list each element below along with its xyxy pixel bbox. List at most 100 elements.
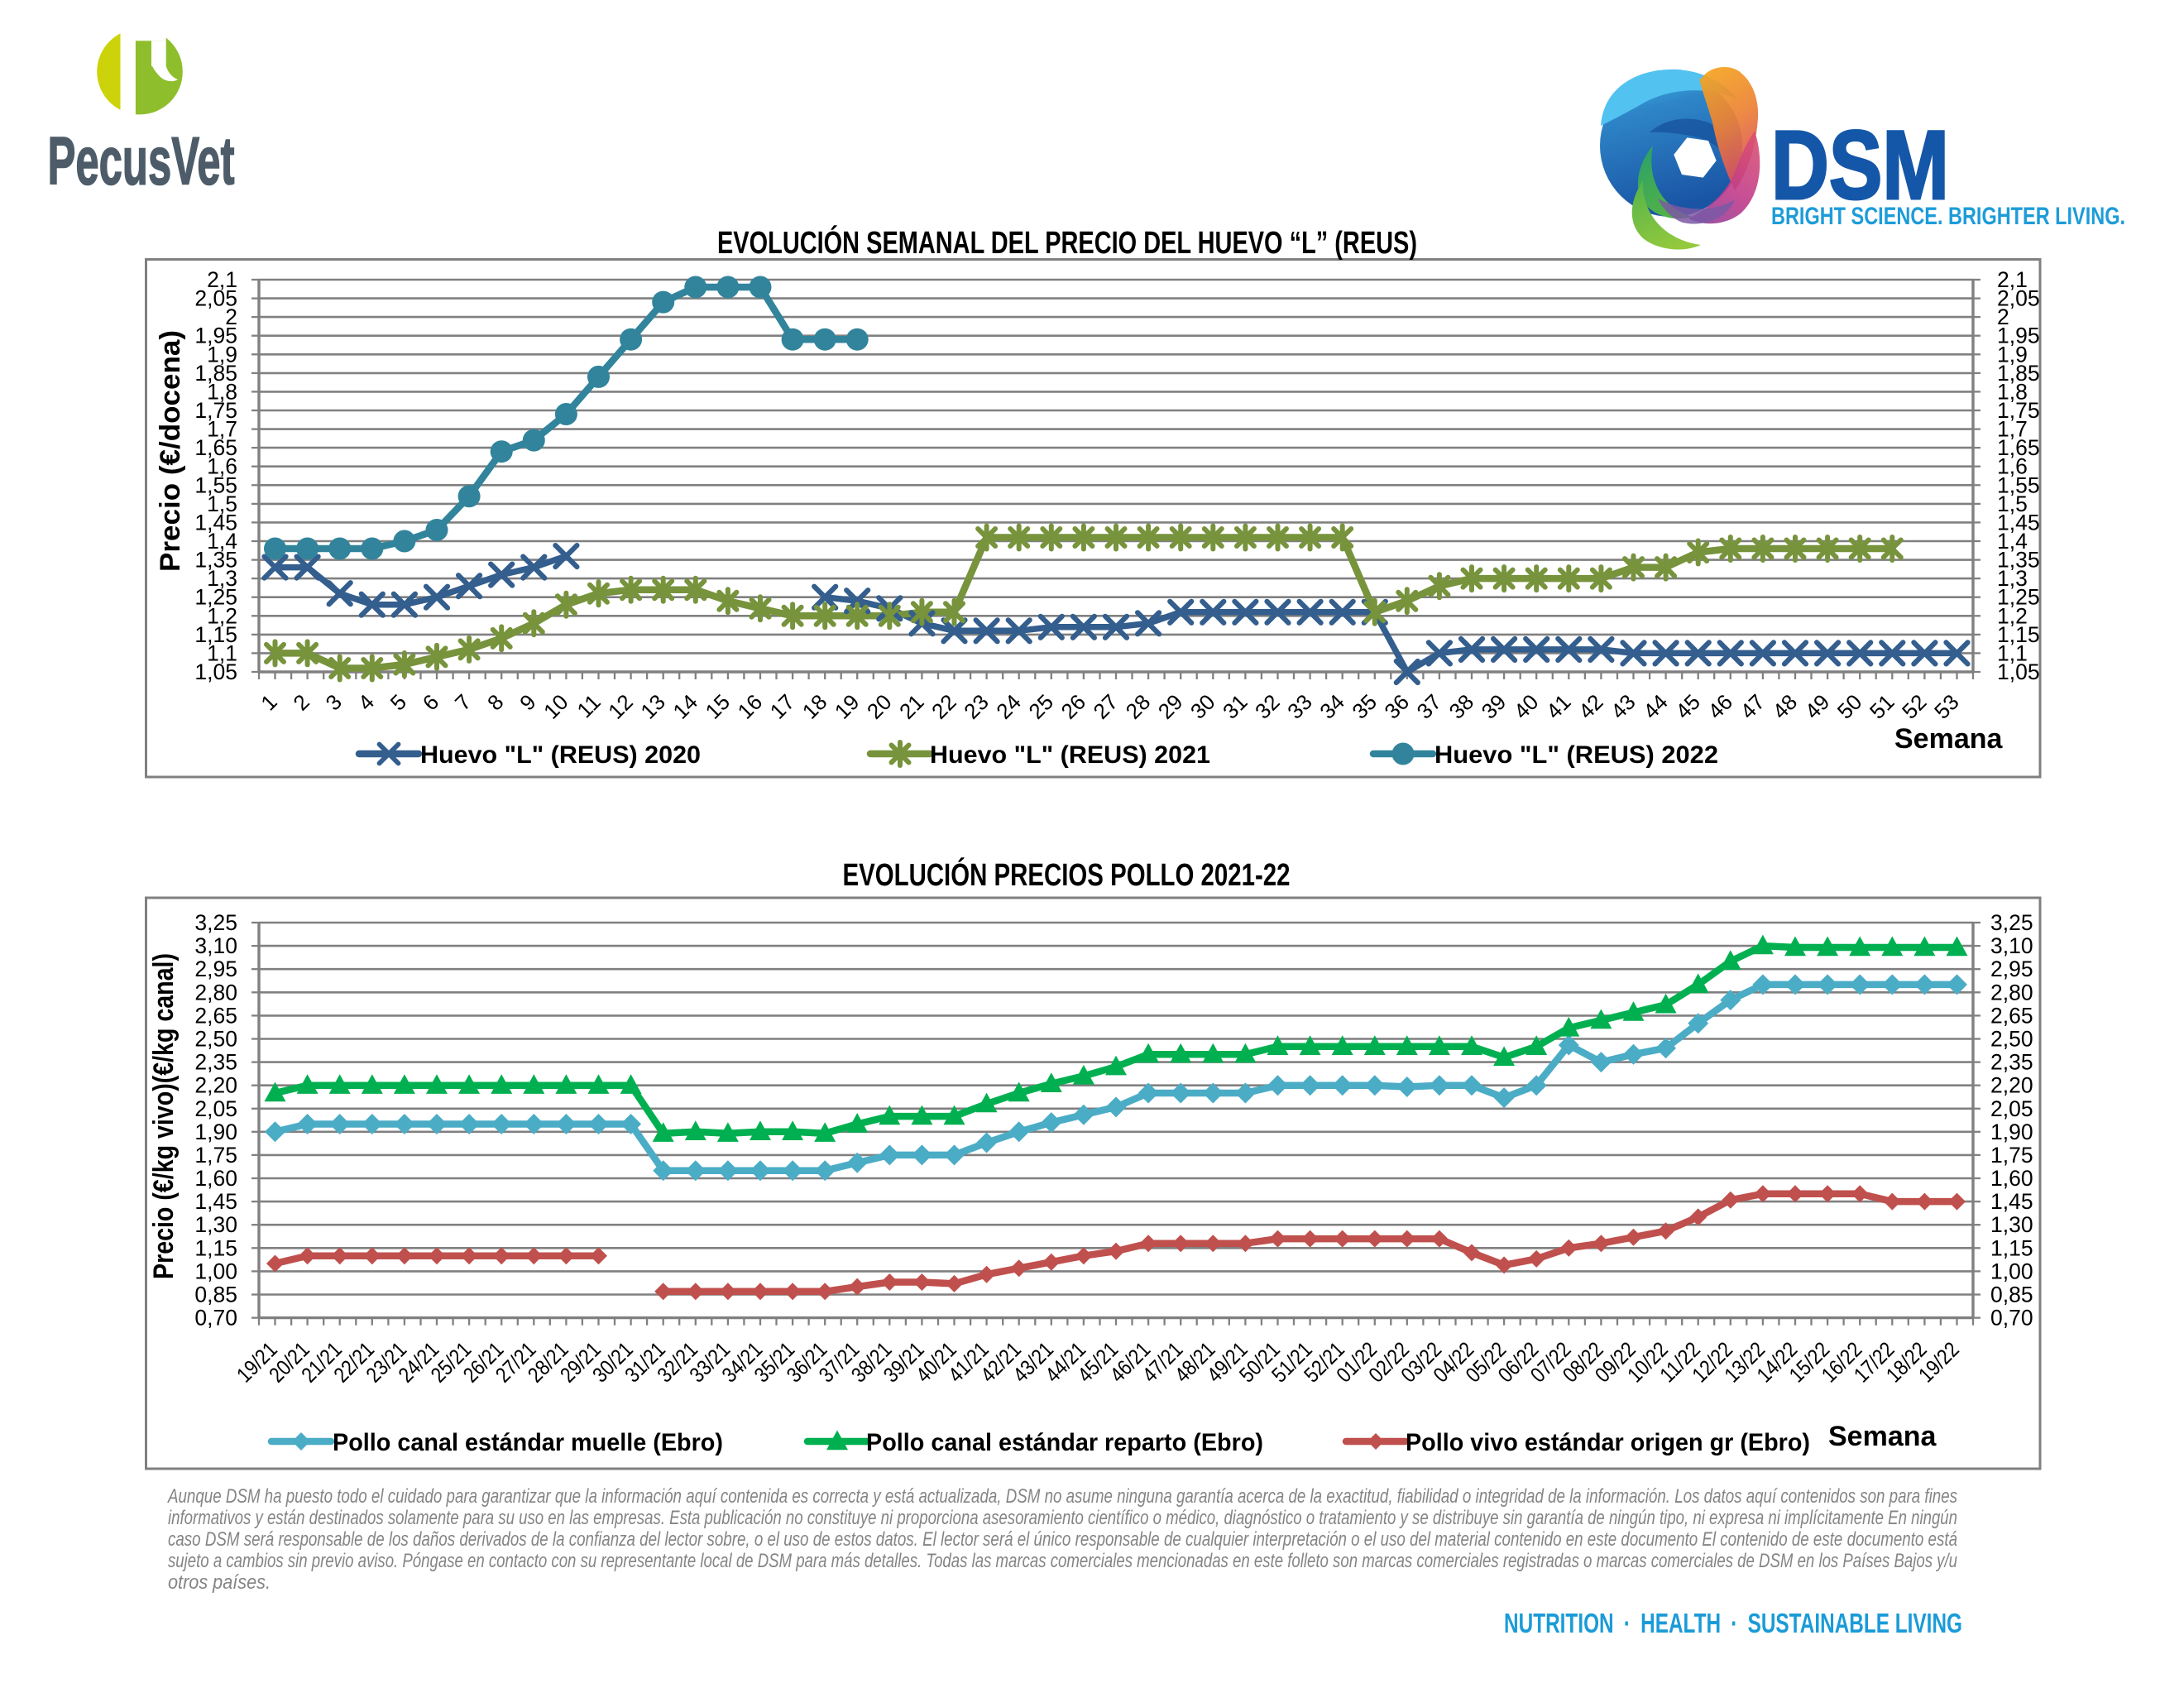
svg-text:1,85: 1,85 — [194, 361, 237, 386]
svg-text:1,15: 1,15 — [1997, 622, 2040, 647]
svg-text:1,65: 1,65 — [1997, 435, 2040, 460]
svg-text:1,45: 1,45 — [1997, 510, 2040, 535]
svg-text:Pollo canal estándar reparto (: Pollo canal estándar reparto (Ebro) — [866, 1429, 1263, 1456]
svg-text:1,5: 1,5 — [207, 492, 237, 516]
svg-text:1,30: 1,30 — [194, 1212, 237, 1237]
svg-text:0,85: 0,85 — [1990, 1283, 2033, 1307]
svg-text:1,85: 1,85 — [1997, 361, 2040, 386]
svg-text:1,35: 1,35 — [194, 548, 237, 573]
svg-text:1,25: 1,25 — [194, 585, 237, 610]
svg-text:Precio (€/docena): Precio (€/docena) — [155, 330, 186, 572]
svg-text:1,9: 1,9 — [207, 342, 237, 367]
svg-text:1,1: 1,1 — [1997, 640, 2028, 665]
svg-text:3,25: 3,25 — [194, 910, 237, 935]
svg-text:NUTRITION · HEALTH · SUSTAINAB: NUTRITION · HEALTH · SUSTAINABLE LIVING — [1504, 1608, 1962, 1638]
svg-text:Pollo vivo estándar origen gr: Pollo vivo estándar origen gr (Ebro) — [1406, 1429, 1810, 1456]
svg-text:1,8: 1,8 — [1997, 379, 2028, 404]
svg-text:1,45: 1,45 — [194, 510, 237, 535]
svg-text:0,85: 0,85 — [194, 1283, 237, 1307]
svg-text:1,25: 1,25 — [1997, 585, 2040, 610]
svg-text:2: 2 — [225, 305, 237, 329]
svg-text:1,6: 1,6 — [207, 454, 237, 479]
svg-text:1,30: 1,30 — [1990, 1212, 2033, 1237]
svg-text:BRIGHT SCIENCE. BRIGHTER LIVIN: BRIGHT SCIENCE. BRIGHTER LIVING. — [1771, 203, 2125, 230]
svg-text:2,1: 2,1 — [1997, 267, 2028, 292]
svg-text:0,70: 0,70 — [194, 1306, 237, 1331]
svg-text:1,5: 1,5 — [1997, 492, 2028, 516]
svg-text:otros países.: otros países. — [168, 1571, 271, 1594]
svg-text:2,80: 2,80 — [1990, 980, 2033, 1005]
svg-text:1,7: 1,7 — [207, 417, 237, 442]
svg-text:1,60: 1,60 — [1990, 1166, 2033, 1191]
svg-text:1,75: 1,75 — [1990, 1143, 2033, 1168]
svg-text:3,25: 3,25 — [1990, 910, 2033, 935]
svg-text:2,05: 2,05 — [1990, 1096, 2033, 1121]
svg-text:EVOLUCIÓN SEMANAL DEL PRECIO D: EVOLUCIÓN SEMANAL DEL PRECIO DEL HUEVO “… — [717, 224, 1417, 261]
svg-text:1,55: 1,55 — [194, 472, 237, 497]
svg-text:1,75: 1,75 — [1997, 398, 2040, 423]
svg-text:2,05: 2,05 — [1997, 286, 2040, 311]
svg-text:1,35: 1,35 — [1997, 548, 2040, 573]
svg-text:2,35: 2,35 — [1990, 1050, 2033, 1075]
svg-text:1,3: 1,3 — [207, 566, 237, 591]
svg-text:2,05: 2,05 — [194, 286, 237, 311]
svg-text:caso DSM será responsable de l: caso DSM será responsable de los daños d… — [168, 1528, 1957, 1551]
svg-text:2,35: 2,35 — [194, 1050, 237, 1075]
svg-text:0,70: 0,70 — [1990, 1306, 2033, 1331]
svg-text:1,55: 1,55 — [1997, 472, 2040, 497]
svg-text:1,8: 1,8 — [207, 379, 237, 404]
svg-text:2,50: 2,50 — [194, 1027, 237, 1052]
svg-text:1,95: 1,95 — [194, 324, 237, 348]
svg-text:informativos y están destinado: informativos y están destinados solament… — [168, 1507, 1957, 1529]
svg-text:Aunque DSM ha puesto todo el c: Aunque DSM ha puesto todo el cuidado par… — [166, 1485, 1957, 1508]
svg-text:1,90: 1,90 — [194, 1120, 237, 1144]
svg-text:Semana: Semana — [1828, 1421, 1937, 1452]
svg-text:2,05: 2,05 — [194, 1096, 237, 1121]
svg-text:Semana: Semana — [1894, 723, 2003, 755]
svg-text:1,1: 1,1 — [207, 640, 237, 665]
svg-text:1,3: 1,3 — [1997, 566, 2028, 591]
svg-text:2,65: 2,65 — [194, 1003, 237, 1028]
svg-text:1,75: 1,75 — [194, 398, 237, 423]
svg-text:1,15: 1,15 — [194, 622, 237, 647]
svg-text:1,05: 1,05 — [194, 659, 237, 684]
svg-text:1,6: 1,6 — [1997, 454, 2028, 479]
svg-text:1,7: 1,7 — [1997, 417, 2028, 442]
svg-text:2,80: 2,80 — [194, 980, 237, 1005]
svg-text:1,2: 1,2 — [1997, 603, 2028, 628]
svg-text:2,95: 2,95 — [194, 957, 237, 981]
svg-text:1,4: 1,4 — [1997, 529, 2028, 554]
svg-text:1,65: 1,65 — [194, 435, 237, 460]
svg-text:2,50: 2,50 — [1990, 1027, 2033, 1052]
svg-text:1,75: 1,75 — [194, 1143, 237, 1168]
svg-text:1,15: 1,15 — [1990, 1235, 2033, 1260]
svg-text:3,10: 3,10 — [1990, 933, 2033, 958]
svg-text:Pollo canal estándar muelle (E: Pollo canal estándar muelle (Ebro) — [333, 1429, 723, 1456]
svg-text:1,2: 1,2 — [207, 603, 237, 628]
svg-text:1,05: 1,05 — [1997, 659, 2040, 684]
svg-text:1,90: 1,90 — [1990, 1120, 2033, 1144]
svg-text:1,4: 1,4 — [207, 529, 237, 554]
svg-text:Huevo "L" (REUS) 2020: Huevo "L" (REUS) 2020 — [420, 741, 701, 769]
svg-text:1,15: 1,15 — [194, 1235, 237, 1260]
svg-text:1,60: 1,60 — [194, 1166, 237, 1191]
svg-text:sujeto a cambios sin previo av: sujeto a cambios sin previo aviso. Pónga… — [168, 1550, 1957, 1572]
svg-text:2,20: 2,20 — [1990, 1073, 2033, 1098]
svg-text:2,20: 2,20 — [194, 1073, 237, 1098]
svg-text:1,00: 1,00 — [1990, 1259, 2033, 1283]
svg-text:Huevo "L" (REUS) 2021: Huevo "L" (REUS) 2021 — [930, 741, 1210, 769]
svg-text:2: 2 — [1997, 305, 2009, 329]
svg-text:1,45: 1,45 — [194, 1189, 237, 1214]
svg-text:2,65: 2,65 — [1990, 1003, 2033, 1028]
svg-text:Huevo "L" (REUS) 2022: Huevo "L" (REUS) 2022 — [1434, 741, 1718, 769]
svg-text:EVOLUCIÓN PRECIOS POLLO 2021-2: EVOLUCIÓN PRECIOS POLLO 2021-22 — [843, 856, 1291, 893]
svg-text:Precio (€/kg vivo)(€/kg canal): Precio (€/kg vivo)(€/kg canal) — [148, 953, 180, 1279]
svg-text:1,00: 1,00 — [194, 1259, 237, 1283]
svg-text:3,10: 3,10 — [194, 933, 237, 958]
svg-text:DSM: DSM — [1771, 111, 1949, 220]
svg-text:PecusVet: PecusVet — [48, 124, 235, 199]
svg-text:2,1: 2,1 — [207, 267, 237, 292]
svg-text:1,9: 1,9 — [1997, 342, 2028, 367]
svg-text:2,95: 2,95 — [1990, 957, 2033, 981]
svg-text:1,95: 1,95 — [1997, 324, 2040, 348]
